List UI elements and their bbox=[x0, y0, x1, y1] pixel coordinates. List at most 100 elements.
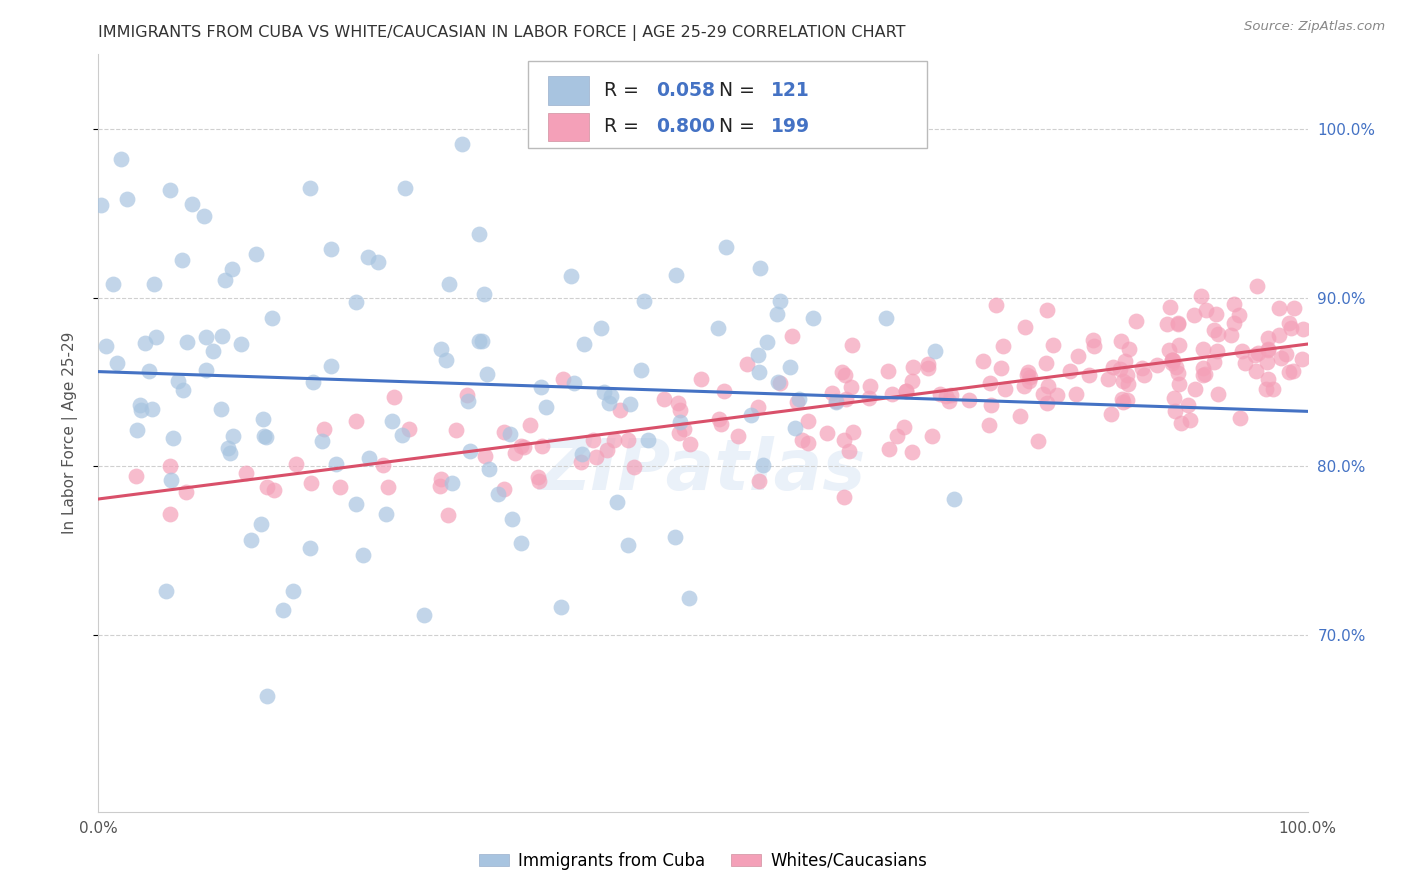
Point bbox=[877, 364, 900, 378]
Point bbox=[957, 393, 980, 408]
Point bbox=[787, 392, 810, 406]
Point bbox=[921, 429, 943, 443]
Point bbox=[319, 359, 342, 373]
Point bbox=[666, 396, 689, 410]
Point bbox=[1206, 387, 1229, 401]
Point bbox=[786, 395, 808, 409]
Point bbox=[943, 491, 966, 506]
Y-axis label: In Labor Force | Age 25-29: In Labor Force | Age 25-29 bbox=[62, 332, 77, 533]
Point bbox=[593, 384, 616, 399]
Point bbox=[689, 372, 711, 386]
Point bbox=[756, 334, 779, 349]
Point bbox=[841, 338, 863, 352]
Point bbox=[713, 384, 735, 398]
Legend: Immigrants from Cuba, Whites/Caucasians: Immigrants from Cuba, Whites/Caucasians bbox=[472, 846, 934, 877]
Point bbox=[1202, 323, 1225, 337]
Point bbox=[1010, 409, 1032, 423]
Point bbox=[472, 286, 495, 301]
Point bbox=[1247, 346, 1270, 360]
Point bbox=[167, 374, 190, 388]
Point bbox=[1244, 364, 1267, 378]
Point bbox=[437, 508, 460, 522]
Point bbox=[1204, 355, 1226, 369]
Point bbox=[1281, 364, 1303, 378]
Point bbox=[589, 321, 612, 335]
Point bbox=[398, 421, 420, 435]
Point bbox=[1257, 372, 1279, 386]
Point bbox=[172, 383, 194, 397]
Point bbox=[979, 376, 1001, 390]
Point bbox=[834, 368, 856, 382]
Point bbox=[1244, 348, 1267, 362]
Point bbox=[382, 390, 405, 404]
Point bbox=[346, 294, 368, 309]
Point bbox=[815, 425, 838, 440]
Point bbox=[1257, 331, 1279, 345]
Point bbox=[1118, 342, 1140, 356]
Point bbox=[231, 336, 253, 351]
Point bbox=[1268, 301, 1291, 316]
Point bbox=[1194, 367, 1216, 381]
Point bbox=[1184, 382, 1206, 396]
Point bbox=[617, 538, 640, 552]
Point bbox=[474, 450, 496, 464]
Point bbox=[394, 181, 416, 195]
Point bbox=[1184, 309, 1206, 323]
Point bbox=[434, 352, 457, 367]
Point bbox=[893, 419, 915, 434]
Point bbox=[596, 443, 619, 458]
Point bbox=[672, 422, 695, 436]
Point bbox=[748, 260, 770, 275]
Point bbox=[218, 446, 240, 460]
Point bbox=[603, 433, 626, 447]
Point bbox=[1291, 351, 1313, 366]
Point bbox=[924, 343, 946, 358]
Point bbox=[751, 458, 773, 472]
Point bbox=[917, 357, 939, 371]
Point bbox=[391, 428, 413, 442]
Point bbox=[1177, 398, 1199, 412]
Point bbox=[783, 421, 806, 435]
Text: R =: R = bbox=[603, 81, 645, 100]
Point bbox=[429, 479, 451, 493]
Point bbox=[235, 466, 257, 480]
Point bbox=[1168, 337, 1191, 351]
Point bbox=[562, 376, 585, 391]
Point bbox=[325, 457, 347, 471]
Point bbox=[571, 447, 593, 461]
Point bbox=[735, 358, 758, 372]
Point bbox=[1036, 379, 1059, 393]
Point bbox=[172, 252, 194, 267]
Point bbox=[766, 376, 789, 390]
Point bbox=[1077, 368, 1099, 383]
Point bbox=[159, 458, 181, 473]
Point bbox=[1099, 407, 1122, 421]
Point bbox=[311, 434, 333, 449]
Point bbox=[486, 487, 509, 501]
Point bbox=[875, 310, 897, 325]
Point bbox=[129, 398, 152, 412]
Point bbox=[606, 495, 628, 509]
Point bbox=[460, 443, 482, 458]
Point bbox=[1081, 333, 1104, 347]
Point bbox=[344, 497, 367, 511]
Point bbox=[1195, 303, 1218, 318]
Point bbox=[239, 533, 262, 547]
Point bbox=[1059, 364, 1081, 378]
Point bbox=[1167, 377, 1189, 392]
Point bbox=[582, 433, 605, 447]
Point bbox=[586, 80, 609, 95]
Point bbox=[769, 376, 792, 390]
Point bbox=[176, 334, 198, 349]
Point bbox=[1167, 317, 1189, 331]
Point bbox=[162, 431, 184, 445]
Point bbox=[859, 379, 882, 393]
Point bbox=[174, 485, 197, 500]
Point bbox=[439, 277, 461, 291]
Point bbox=[765, 307, 787, 321]
Point bbox=[1160, 355, 1182, 369]
Point bbox=[530, 380, 553, 394]
Point bbox=[221, 262, 243, 277]
Point bbox=[747, 348, 769, 362]
Point bbox=[1275, 347, 1298, 361]
